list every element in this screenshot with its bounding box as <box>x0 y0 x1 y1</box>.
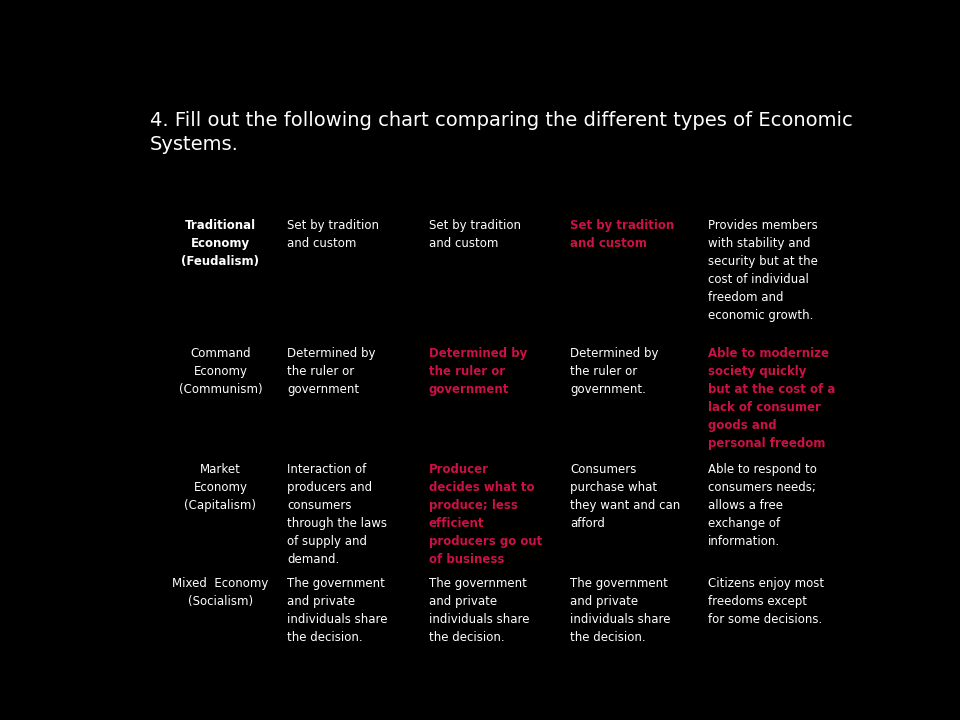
Text: Citizens enjoy most
freedoms except
for some decisions.: Citizens enjoy most freedoms except for … <box>708 577 824 626</box>
Text: Consumers
purchase what
they want and can
afford: Consumers purchase what they want and ca… <box>570 464 681 531</box>
Text: Traditional
Economy
(Feudalism): Traditional Economy (Feudalism) <box>181 220 259 269</box>
Text: Able to modernize
society quickly
but at the cost of a
lack of consumer
goods an: Able to modernize society quickly but at… <box>708 347 835 450</box>
Text: Set by tradition
and custom: Set by tradition and custom <box>287 220 379 251</box>
Text: Set by tradition
and custom: Set by tradition and custom <box>570 220 674 251</box>
Text: 4. Fill out the following chart comparing the different types of Economic
System: 4. Fill out the following chart comparin… <box>150 112 852 154</box>
Text: Determined by
the ruler or
government: Determined by the ruler or government <box>429 347 527 396</box>
Text: Mixed  Economy
(Socialism): Mixed Economy (Socialism) <box>172 577 269 608</box>
Text: Command
Economy
(Communism): Command Economy (Communism) <box>179 347 262 396</box>
Text: Set by tradition
and custom: Set by tradition and custom <box>429 220 520 251</box>
Text: The government
and private
individuals share
the decision.: The government and private individuals s… <box>287 577 388 644</box>
Text: Market
Economy
(Capitalism): Market Economy (Capitalism) <box>184 464 256 513</box>
Text: Determined by
the ruler or
government.: Determined by the ruler or government. <box>570 347 659 396</box>
Text: The government
and private
individuals share
the decision.: The government and private individuals s… <box>429 577 529 644</box>
Text: Able to respond to
consumers needs;
allows a free
exchange of
information.: Able to respond to consumers needs; allo… <box>708 464 817 549</box>
Text: Producer
decides what to
produce; less
efficient
producers go out
of business: Producer decides what to produce; less e… <box>429 464 542 567</box>
Text: Determined by
the ruler or
government: Determined by the ruler or government <box>287 347 376 396</box>
Text: The government
and private
individuals share
the decision.: The government and private individuals s… <box>570 577 671 644</box>
Text: Interaction of
producers and
consumers
through the laws
of supply and
demand.: Interaction of producers and consumers t… <box>287 464 388 567</box>
Text: Provides members
with stability and
security but at the
cost of individual
freed: Provides members with stability and secu… <box>708 220 818 323</box>
